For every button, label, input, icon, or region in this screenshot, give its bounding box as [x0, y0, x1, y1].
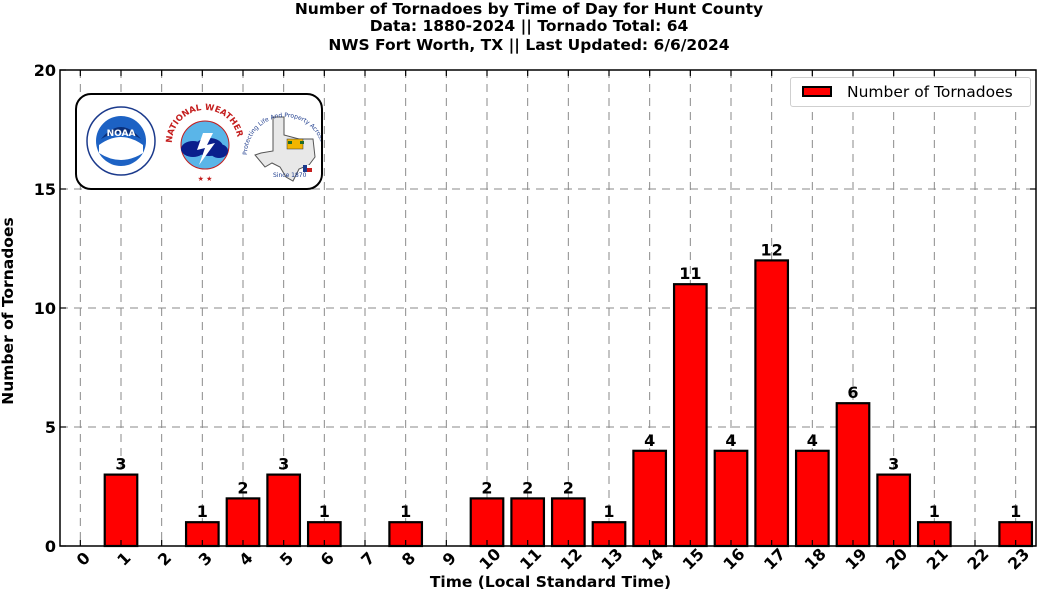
bar-hour-16 [713, 449, 749, 548]
x-tick-label: 18 [801, 544, 830, 573]
x-tick-label: 4 [235, 548, 256, 569]
bar-label-hour-10: 2 [481, 478, 492, 497]
x-tick-label: 20 [882, 544, 911, 573]
bar-label-hour-17: 12 [761, 240, 783, 259]
x-tick-label: 2 [154, 548, 175, 569]
x-tick-label: 3 [195, 548, 216, 569]
x-tick-label: 0 [73, 548, 94, 569]
legend-label: Number of Tornadoes [847, 83, 1013, 101]
bar-label-hour-3: 1 [197, 502, 208, 521]
texas-logo-since: Since 1870 [273, 172, 307, 179]
x-tick-label: 12 [557, 544, 586, 573]
bar-label-hour-21: 1 [929, 502, 940, 521]
nws-stars: ★ ★ [198, 175, 213, 183]
bar-hour-12 [550, 497, 586, 548]
y-axis-label: Number of Tornadoes [0, 217, 17, 405]
y-tick-label: 5 [45, 418, 56, 437]
x-tick-label: 1 [113, 548, 134, 569]
x-axis-label: Time (Local Standard Time) [429, 573, 672, 591]
x-tick-label: 11 [516, 544, 545, 573]
y-tick-label: 15 [34, 180, 56, 199]
x-tick-label: 9 [439, 548, 460, 569]
y-tick-label: 20 [34, 61, 56, 80]
x-tick-label: 17 [760, 544, 789, 573]
x-tick-label: 8 [398, 548, 419, 569]
y-axis-ticks: 0 5 10 15 20 [34, 61, 1036, 556]
chart-title: Number of Tornadoes by Time of Day for H… [294, 0, 764, 18]
bar-label-hour-4: 2 [237, 478, 248, 497]
x-tick-label: 7 [357, 548, 378, 569]
bars [103, 259, 1034, 548]
bar-label-hour-18: 4 [807, 431, 818, 450]
y-tick-label: 0 [45, 537, 56, 556]
bar-hour-11 [510, 497, 546, 548]
noaa-logo-icon: NOAA [86, 106, 156, 176]
bar-label-hour-13: 1 [603, 502, 614, 521]
bar-label-hour-19: 6 [847, 383, 858, 402]
x-tick-label: 16 [719, 544, 748, 573]
bar-hour-10 [469, 497, 505, 548]
bar-hour-15 [672, 283, 708, 548]
bar-hour-14 [632, 449, 668, 548]
bar-hour-19 [835, 402, 871, 548]
noaa-logo-text: NOAA [107, 129, 136, 139]
x-tick-label: 6 [317, 548, 338, 569]
bar-hour-20 [876, 473, 912, 548]
x-tick-label: 10 [475, 544, 504, 573]
x-tick-label: 13 [597, 544, 626, 573]
agency-logos: NOAA NATIONAL WEATHER SERVICE ★ ★ Protec… [74, 88, 328, 190]
x-tick-label: 21 [923, 544, 952, 573]
x-tick-label: 14 [638, 544, 667, 573]
bar-hour-4 [225, 497, 261, 548]
bar-label-hour-12: 2 [563, 478, 574, 497]
bar-hour-17 [754, 259, 790, 548]
bar-label-hour-11: 2 [522, 478, 533, 497]
legend-swatch [802, 86, 832, 97]
y-tick-label: 10 [34, 299, 56, 318]
x-tick-label: 19 [841, 544, 870, 573]
bar-label-hour-8: 1 [400, 502, 411, 521]
bar-label-hour-6: 1 [319, 502, 330, 521]
bar-hour-1 [103, 473, 139, 548]
bar-label-hour-14: 4 [644, 431, 655, 450]
bar-label-hour-15: 11 [679, 264, 701, 283]
bar-label-hour-1: 3 [115, 455, 126, 474]
x-tick-label: 15 [679, 544, 708, 573]
x-tick-label: 22 [963, 544, 992, 573]
bar-label-hour-23: 1 [1010, 502, 1021, 521]
legend: Number of Tornadoes [790, 77, 1031, 107]
chart-subtitle-office: NWS Fort Worth, TX || Last Updated: 6/6/… [328, 36, 730, 54]
bar-label-hour-16: 4 [725, 431, 736, 450]
bar-hour-5 [266, 473, 302, 548]
chart-subtitle-data: Data: 1880-2024 || Tornado Total: 64 [369, 17, 689, 35]
bar-label-hour-20: 3 [888, 455, 899, 474]
bar-hour-18 [794, 449, 830, 548]
bar-label-hour-5: 3 [278, 455, 289, 474]
x-tick-label: 23 [1004, 544, 1033, 573]
logos-svg: NOAA NATIONAL WEATHER SERVICE ★ ★ Protec… [74, 88, 328, 183]
x-tick-label: 5 [276, 548, 297, 569]
